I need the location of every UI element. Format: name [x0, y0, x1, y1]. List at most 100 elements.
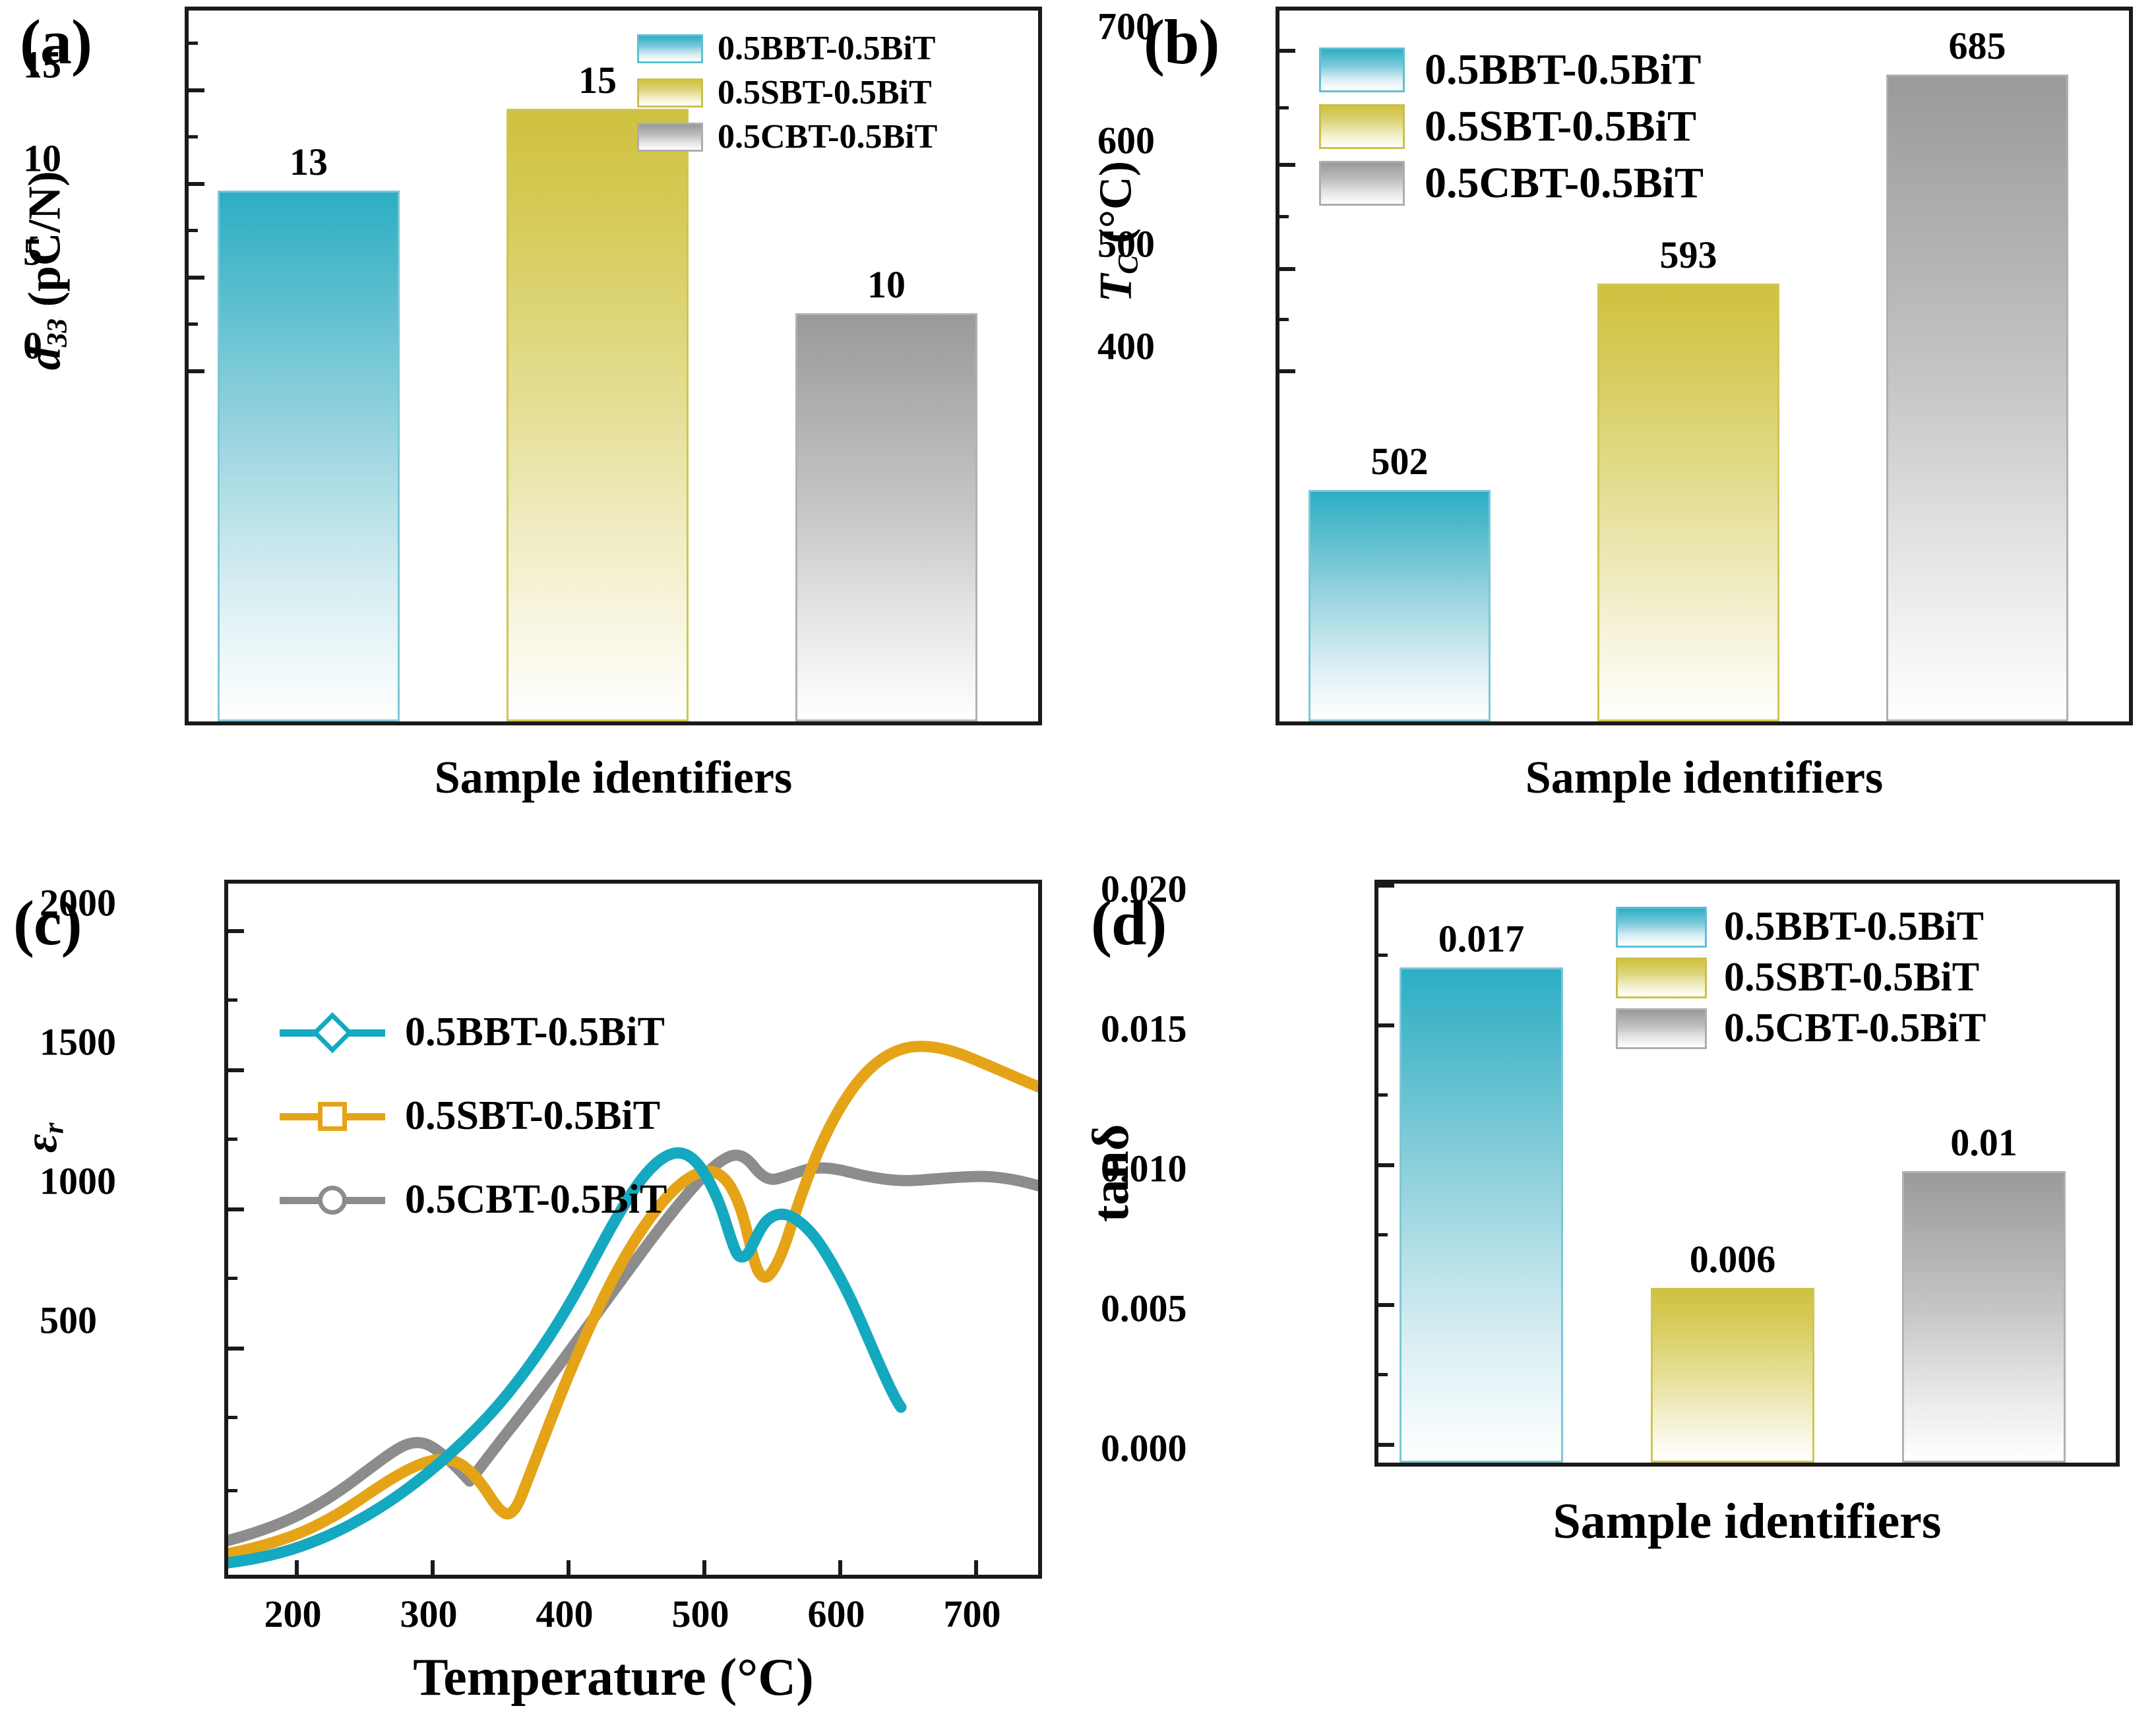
panel-c-xlabel-600: 600	[807, 1593, 865, 1635]
panel-a-ytick-0: 0	[23, 324, 42, 367]
panel-a-y-unit: (pC/N)	[19, 171, 71, 319]
panel-a: (a) 15 10 5 0 d33 (pC/N)	[0, 0, 1078, 866]
panel-a-tick-0	[189, 369, 204, 373]
panel-b-x-axis-title: Sample identifiers	[1525, 752, 1884, 803]
panel-d-tick-0010	[1378, 1163, 1394, 1167]
panel-c-minor-tick	[228, 998, 237, 1002]
panel-a-bar-label-13: 13	[290, 140, 328, 183]
legend-line-cyan	[280, 1012, 385, 1053]
panel-b-y-subscript: C	[1112, 255, 1144, 274]
panel-a-minor-tick	[189, 322, 198, 326]
legend-swatch-cyan	[1319, 47, 1405, 92]
legend-item[interactable]: 0.5CBT-0.5BiT	[637, 117, 937, 156]
panel-b-ytick-600: 600	[1097, 119, 1155, 162]
panel-b-minor-tick	[1279, 106, 1289, 109]
panel-d-minor-tick	[1378, 954, 1388, 957]
panel-b-ytick-500: 500	[1097, 222, 1155, 266]
panel-c-xtick-200	[295, 1560, 299, 1575]
panel-c-xlabel-400: 400	[536, 1593, 594, 1635]
legend-swatch-cyan	[1616, 906, 1707, 948]
panel-b-ytick-700: 700	[1097, 5, 1155, 48]
panel-c-minor-tick	[228, 1277, 237, 1280]
panel-b-plot-area: 502 593 685 0.5BBT-0.5BiT 0.5SBT-0.5BiT …	[1276, 7, 2133, 725]
panel-b-ytick-400: 400	[1097, 324, 1155, 368]
legend-swatch-gray	[1319, 161, 1405, 206]
legend-item[interactable]: 0.5SBT-0.5BiT	[280, 1093, 667, 1140]
legend-item[interactable]: 0.5CBT-0.5BiT	[280, 1176, 667, 1223]
panel-c-xlabel-200: 200	[264, 1593, 322, 1635]
legend-item[interactable]: 0.5SBT-0.5BiT	[637, 73, 937, 112]
panel-d-minor-tick	[1378, 1233, 1388, 1236]
panel-b-legend: 0.5BBT-0.5BiT 0.5SBT-0.5BiT 0.5CBT-0.5Bi…	[1319, 45, 1704, 208]
legend-label-bbt: 0.5BBT-0.5BiT	[718, 30, 936, 67]
panel-c-ytick-1000: 1000	[40, 1159, 116, 1203]
legend-swatch-gray	[637, 122, 703, 152]
panel-d-tick-0020	[1378, 884, 1394, 888]
panel-c-ytick-1500: 1500	[40, 1020, 116, 1064]
legend-item[interactable]: 0.5SBT-0.5BiT	[1616, 954, 1986, 1001]
panel-d-ytick-0015: 0.015	[1101, 1007, 1187, 1050]
panel-c-ytick-2000: 2000	[40, 881, 116, 925]
square-marker-icon	[318, 1101, 347, 1131]
legend-item[interactable]: 0.5BBT-0.5BiT	[1319, 45, 1704, 95]
panel-a-minor-tick	[189, 42, 198, 45]
legend-item[interactable]: 0.5SBT-0.5BiT	[1319, 102, 1704, 152]
panel-a-x-axis-title: Sample identifiers	[434, 752, 793, 803]
panel-a-ytick-15: 15	[23, 43, 61, 86]
legend-item[interactable]: 0.5BBT-0.5BiT	[637, 29, 937, 68]
panel-c-tag: (c)	[13, 888, 82, 958]
panel-b-tick-600	[1279, 163, 1295, 167]
panel-b-bar-bbt	[1309, 490, 1491, 721]
legend-label-cbt: 0.5CBT-0.5BiT	[1724, 1006, 1987, 1050]
panel-b-bar-cbt	[1886, 75, 2068, 721]
diamond-marker-icon	[311, 1012, 354, 1053]
panel-b-y-axis-title: TC (°C)	[1090, 133, 1145, 330]
legend-label-bbt: 0.5BBT-0.5BiT	[405, 1010, 665, 1054]
panel-d-tick-0015	[1378, 1023, 1394, 1027]
panel-d-minor-tick	[1378, 1093, 1388, 1097]
panel-a-minor-tick	[189, 135, 198, 138]
legend-swatch-yellow	[637, 78, 703, 107]
panel-a-bar-cbt	[795, 313, 977, 721]
legend-item[interactable]: 0.5CBT-0.5BiT	[1616, 1005, 1986, 1052]
panel-d-bar-sbt	[1651, 1288, 1814, 1463]
panel-b-bar-label-502: 502	[1371, 440, 1429, 483]
panel-a-minor-tick	[189, 229, 198, 232]
panel-d-tick-0005	[1378, 1303, 1394, 1307]
panel-c-y-axis-title: εr	[16, 1039, 71, 1236]
panel-c-tick-1500	[228, 1068, 244, 1072]
panel-c-xlabel-300: 300	[400, 1593, 458, 1635]
panel-d-plot-area: 0.017 0.006 0.01 0.5BBT-0.5BiT 0.5SBT-0.…	[1374, 880, 2120, 1467]
panel-b-y-unit: (°C)	[1090, 161, 1142, 255]
panel-c-xtick-600	[838, 1560, 842, 1575]
circle-marker-icon	[318, 1185, 347, 1215]
legend-label-sbt: 0.5SBT-0.5BiT	[1724, 955, 1980, 1000]
panel-c-xlabel-500: 500	[671, 1593, 729, 1635]
panel-b-tick-500	[1279, 267, 1295, 271]
panel-d-ytick-0000: 0.000	[1101, 1426, 1187, 1470]
panel-a-tick-15	[189, 88, 204, 92]
panel-c-xlabel-700: 700	[943, 1593, 1001, 1635]
panel-a-plot-area: 13 15 10 0.5BBT-0.5BiT 0.5SBT-0.5BiT 0.5…	[185, 7, 1042, 725]
panel-c-xtick-300	[431, 1560, 435, 1575]
legend-line-gray	[280, 1184, 385, 1217]
panel-c-curves	[228, 1041, 1038, 1569]
legend-item[interactable]: 0.5CBT-0.5BiT	[1319, 158, 1704, 208]
panel-d: (d) 0.020 0.015 0.010 0.005 0.000 tanδ 0…	[1078, 866, 2156, 1733]
legend-item[interactable]: 0.5BBT-0.5BiT	[280, 1009, 667, 1056]
legend-swatch-gray	[1616, 1008, 1707, 1049]
panel-c-xtick-500	[702, 1560, 706, 1575]
panel-a-y-subscript: 33	[41, 318, 73, 348]
panel-d-tag: (d)	[1091, 888, 1167, 958]
panel-a-bar-sbt	[507, 109, 689, 721]
panel-b-tag: (b)	[1144, 7, 1219, 77]
panel-a-ytick-5: 5	[23, 230, 42, 274]
panel-d-bar-label-001: 0.01	[1950, 1121, 2017, 1164]
panel-d-y-axis-title: tanδ	[1082, 1124, 1139, 1223]
panel-d-tick-0000	[1378, 1443, 1394, 1447]
legend-label-bbt: 0.5BBT-0.5BiT	[1724, 904, 1984, 949]
legend-label-sbt: 0.5SBT-0.5BiT	[405, 1093, 661, 1138]
panel-a-y-symbol: d	[19, 347, 71, 371]
legend-item[interactable]: 0.5BBT-0.5BiT	[1616, 903, 1986, 950]
